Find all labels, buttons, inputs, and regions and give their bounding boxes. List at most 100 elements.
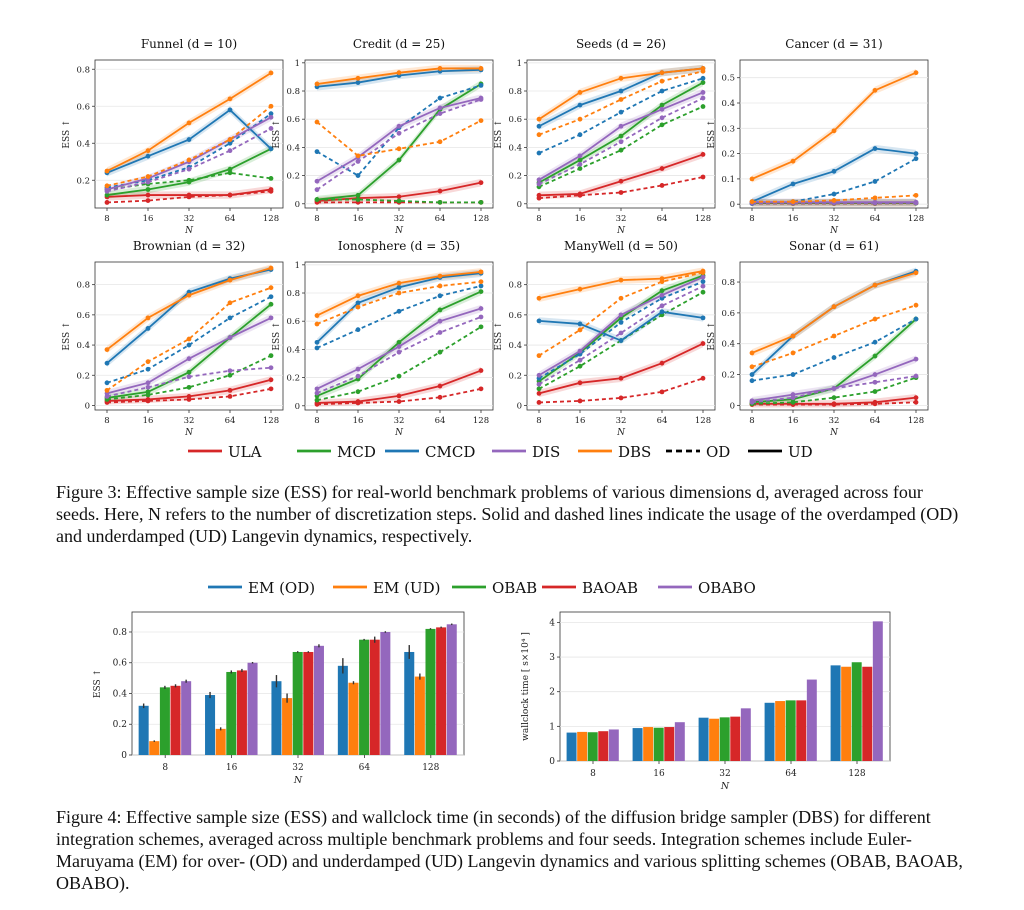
point-dbs <box>536 353 542 359</box>
series-cmcd-od <box>316 285 482 349</box>
point-dbs <box>618 295 624 301</box>
point-dbs <box>314 321 320 327</box>
y-tick-label: 0.6 <box>508 115 522 125</box>
point-dis <box>186 356 192 362</box>
point-dbs <box>659 70 665 76</box>
bar-em-ud <box>709 718 720 761</box>
point-dis <box>396 130 402 136</box>
x-axis-label: N <box>616 428 626 438</box>
x-tick-label: 16 <box>143 214 154 224</box>
x-axis-label: N <box>616 226 626 236</box>
point-dbs <box>913 70 919 76</box>
point-dbs <box>314 81 320 87</box>
point-mcd <box>227 170 233 176</box>
point-dis <box>396 123 402 129</box>
y-tick-label: 0.4 <box>286 143 300 153</box>
bar-em-od <box>566 732 577 761</box>
point-dis <box>536 381 542 387</box>
point-cmcd <box>872 146 878 151</box>
point-dbs <box>145 359 151 365</box>
bar-obabo <box>247 662 258 755</box>
point-dbs <box>831 128 837 134</box>
point-cmcd <box>831 168 837 174</box>
point-cmcd <box>618 320 624 325</box>
point-mcd <box>437 349 443 355</box>
point-dbs <box>700 68 706 74</box>
point-dis <box>700 283 706 289</box>
bar-em-od <box>698 717 709 761</box>
point-ula <box>913 395 919 401</box>
point-dbs <box>749 199 755 205</box>
band-cmcd <box>539 308 703 345</box>
point-mcd <box>700 289 706 295</box>
series-cmcd-od <box>316 84 482 177</box>
point-dis <box>145 384 151 390</box>
point-ula <box>577 192 583 198</box>
y-axis-label: ESS ↑ <box>707 119 717 148</box>
bar-baoab <box>598 731 609 761</box>
point-ula <box>478 180 484 186</box>
point-cmcd <box>872 179 878 184</box>
point-cmcd <box>659 88 665 94</box>
y-axis-label: ESS ↑ <box>272 119 282 148</box>
bar-em-ud <box>775 701 786 761</box>
point-dbs <box>268 265 274 271</box>
point-dbs <box>618 97 624 102</box>
point-dbs <box>396 280 402 286</box>
band-mcd <box>539 271 703 386</box>
bar-obabo <box>806 679 817 761</box>
series-ula-od <box>106 190 272 204</box>
point-dbs <box>618 75 624 81</box>
point-mcd <box>396 339 402 345</box>
y-tick-label: 0 <box>549 757 555 767</box>
y-tick-label: 0.2 <box>721 371 735 381</box>
point-ula <box>314 401 320 407</box>
point-cmcd <box>437 293 443 299</box>
bar-baoab <box>436 627 447 755</box>
y-tick-label: 0.8 <box>508 87 522 97</box>
point-dbs <box>355 293 361 299</box>
point-ula <box>618 190 624 195</box>
x-tick-label: 32 <box>394 214 405 224</box>
point-cmcd <box>145 366 151 372</box>
point-dbs <box>659 78 665 84</box>
point-dbs <box>104 183 110 189</box>
bar-baoab <box>664 727 675 761</box>
bar-obabo <box>674 722 685 761</box>
point-cmcd <box>700 279 706 285</box>
point-dis <box>831 386 837 391</box>
point-dbs <box>268 103 274 109</box>
bar-em-ud <box>841 666 852 761</box>
y-tick-label: 0.6 <box>286 115 300 125</box>
legend-label-obabo: OBABO <box>698 579 756 597</box>
y-tick-label: 2 <box>549 688 555 698</box>
bar-em-od <box>205 695 216 755</box>
line-chart-credit: Credit (d = 25) 0 0.2 0.4 0.6 0.8 1 8 16 32 64 128 N… <box>272 37 494 236</box>
point-mcd <box>659 122 665 128</box>
point-ula <box>268 188 274 194</box>
point-dbs <box>314 313 320 318</box>
series-mcd-od <box>538 105 704 188</box>
point-dbs <box>355 75 361 81</box>
band-dis <box>539 88 703 184</box>
point-dbs <box>913 302 919 308</box>
chart-title: Brownian (d = 32) <box>133 239 245 253</box>
bar-obabo <box>380 631 391 755</box>
legend-label-ula: ULA <box>228 443 262 461</box>
bar-em-ud <box>215 728 226 755</box>
y-tick-label: 0 <box>517 401 522 411</box>
point-mcd <box>478 289 484 294</box>
bar-em-ud <box>282 698 293 755</box>
y-tick-label: 0.4 <box>721 99 735 109</box>
point-cmcd <box>314 339 320 345</box>
point-cmcd <box>659 309 665 315</box>
legend-label-em-ud: EM (UD) <box>373 579 440 597</box>
y-tick-label: 0 <box>295 402 300 412</box>
line-chart-ionosphere: Ionosphere (d = 35) 0 0.2 0.4 0.6 0.8 1 8 16 32 64… <box>272 239 494 438</box>
point-dbs <box>478 279 484 285</box>
point-dbs <box>577 116 583 122</box>
x-tick-label: 128 <box>263 214 279 224</box>
point-dis <box>314 386 320 392</box>
x-tick-label: 128 <box>422 763 439 773</box>
